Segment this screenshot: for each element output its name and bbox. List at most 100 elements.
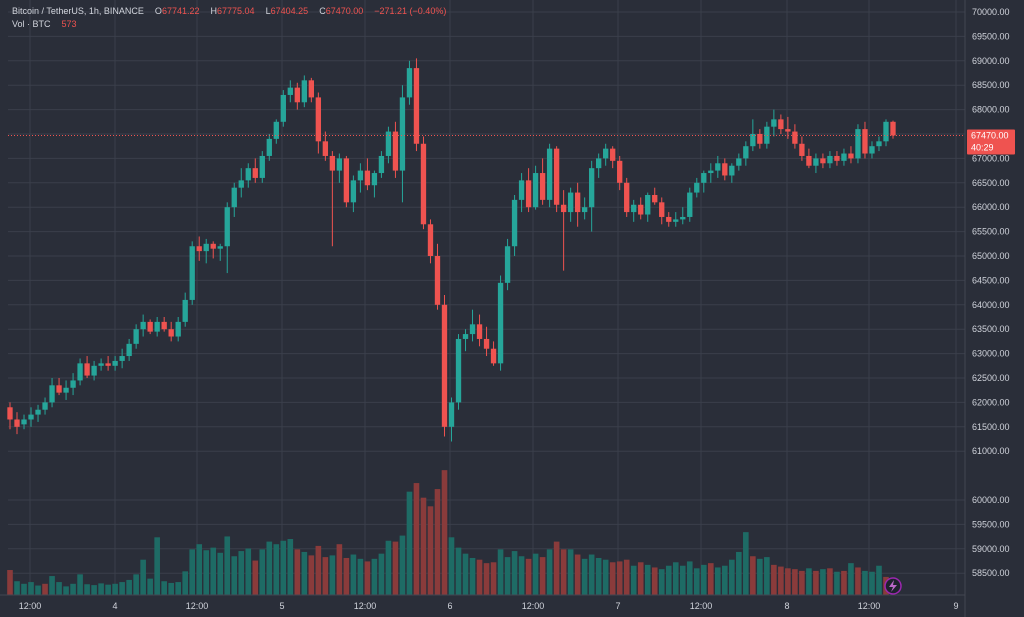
candle-body	[252, 168, 258, 178]
candle-body	[455, 338, 462, 403]
candle-body	[175, 321, 181, 337]
candle-body	[806, 155, 812, 166]
candle-body	[196, 246, 202, 252]
price-tick-label: 65500.00	[972, 227, 1010, 237]
volume-bar	[280, 540, 287, 595]
candle-body	[308, 80, 315, 98]
candle-body	[35, 409, 41, 415]
volume-bar	[848, 563, 854, 595]
lightning-glyph	[889, 580, 897, 592]
candle-body	[161, 321, 167, 330]
volume-label: Vol · BTC	[12, 19, 51, 29]
candle-body	[708, 170, 714, 174]
volume-bar	[245, 548, 252, 595]
volume-bar	[546, 549, 553, 595]
volume-bar	[820, 569, 826, 595]
candle-body	[245, 168, 251, 181]
candle-body	[105, 363, 111, 366]
candle-body	[301, 80, 307, 103]
candle-body	[91, 365, 97, 376]
volume-bar	[623, 559, 630, 595]
volume-bar	[483, 563, 490, 595]
time-tick-label: 6	[447, 601, 452, 611]
symbol-title: Bitcoin / TetherUS, 1h, BINANCE	[12, 6, 144, 16]
candle-body	[890, 121, 896, 136]
candle-body	[546, 148, 553, 200]
volume-bar	[343, 557, 350, 595]
candle-body	[813, 158, 819, 166]
candle-body	[539, 173, 546, 200]
volume-bar	[133, 574, 139, 595]
candle-body	[722, 163, 728, 176]
volume-bar	[806, 568, 812, 595]
candle-body	[259, 155, 265, 178]
lightning-icon[interactable]	[884, 577, 902, 595]
price-axis[interactable]: 70000.00 69500.00 69000.00 68500.00 68000.00…	[964, 0, 1010, 617]
volume-bar	[112, 583, 118, 595]
candle-body	[729, 165, 735, 176]
volume-bar	[637, 562, 644, 595]
candle-body	[785, 129, 791, 132]
volume-bar	[672, 562, 679, 595]
time-tick-label: 5	[279, 601, 284, 611]
candle-body	[610, 148, 616, 161]
volume-bar	[294, 549, 301, 595]
candle-body	[624, 182, 630, 213]
time-tick-label: 12:00	[858, 601, 881, 611]
volume-bar	[700, 564, 707, 595]
volume-bar	[413, 483, 420, 595]
close-label: C	[319, 6, 326, 16]
volume-bar	[869, 571, 875, 595]
volume-bar	[63, 586, 69, 595]
candle-body	[231, 187, 237, 208]
price-tick-label: 63500.00	[972, 324, 1010, 334]
volume-bar	[140, 559, 146, 595]
volume-bar	[658, 569, 665, 595]
candle-body	[862, 129, 868, 154]
candle-body	[413, 68, 420, 144]
volume-bar	[511, 551, 518, 595]
volume-bar	[224, 536, 231, 595]
candle-body	[827, 155, 833, 164]
volume-bar	[308, 555, 315, 595]
volume-bar	[455, 547, 462, 595]
price-tick-label: 58500.00	[972, 568, 1010, 578]
candle-body	[63, 387, 69, 393]
volume-bar	[14, 581, 20, 595]
volume-bar	[757, 558, 763, 595]
price-tick-label: 65000.00	[972, 251, 1010, 261]
volume-bar	[834, 571, 840, 595]
candle-body	[217, 246, 223, 249]
candle-body	[631, 204, 637, 213]
price-tick-label: 61500.00	[972, 422, 1010, 432]
volume-bar	[469, 557, 476, 595]
candle-body	[189, 246, 195, 300]
volume-bar	[77, 574, 83, 595]
volume-bar	[21, 583, 27, 595]
candle-body	[525, 180, 532, 208]
price-tick-label: 70000.00	[972, 7, 1010, 17]
time-axis[interactable]: 12:00 4 12:00 5 12:00 6 12:00 7 12:00 8 12:00 9	[0, 594, 965, 611]
candle-body	[210, 243, 216, 249]
candle-body	[553, 148, 560, 205]
symbol-legend[interactable]: Bitcoin / TetherUS, 1h, BINANCE O67741.2…	[12, 6, 446, 16]
price-tick-label: 60000.00	[972, 495, 1010, 505]
price-tick-label: 68500.00	[972, 80, 1010, 90]
price-tick-label: 64000.00	[972, 300, 1010, 310]
volume-bar	[743, 532, 749, 595]
candle-body	[736, 158, 742, 166]
time-tick-label: 12:00	[354, 601, 377, 611]
candle-body	[322, 141, 329, 156]
last-price-tag: 67470.00 40:29	[967, 129, 1015, 155]
volume-bar	[693, 568, 700, 595]
volume-bar	[644, 564, 651, 595]
volume-bar	[98, 583, 104, 595]
volume-bar	[736, 551, 742, 595]
time-tick-label: 12:00	[19, 601, 42, 611]
volume-bar	[210, 547, 217, 595]
candle-body	[441, 304, 448, 427]
candle-body	[98, 363, 104, 366]
volume-legend[interactable]: Vol · BTC 573	[12, 19, 77, 29]
